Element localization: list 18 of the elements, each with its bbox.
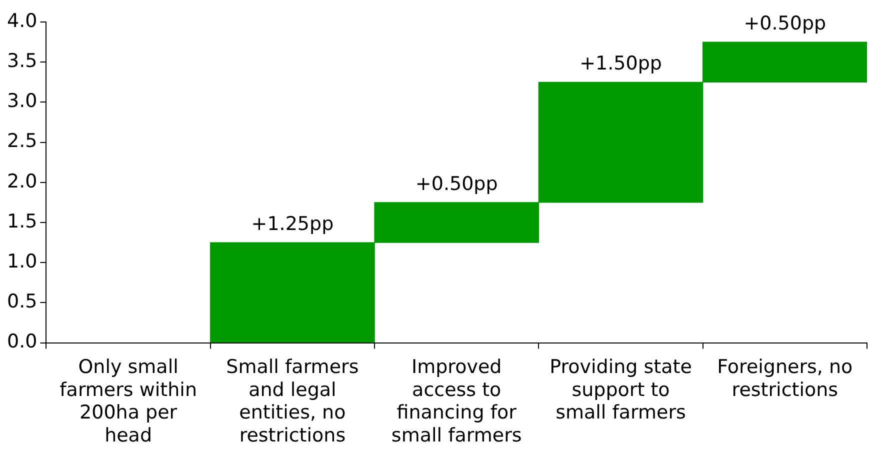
y-tick-label: 2.5: [7, 130, 38, 152]
x-tick-label: Small farmers and legal entities, no restrictions: [226, 356, 359, 447]
y-tick-label: 3.5: [7, 50, 38, 72]
data-label: +1.50pp: [580, 52, 662, 75]
x-tick-label: Only small farmers within 200ha per head: [60, 356, 197, 447]
y-tick-label: 4.0: [7, 10, 38, 32]
y-tick-label: 2.0: [7, 170, 38, 192]
data-label: +0.50pp: [415, 172, 498, 195]
y-tick-label: 0.5: [7, 290, 38, 313]
x-tick-label: Providing state support to small farmers: [550, 356, 692, 424]
y-tick-label: 0.0: [7, 330, 38, 353]
x-tick-label: Foreigners, no restrictions: [717, 356, 853, 401]
y-tick-label: 1.0: [7, 250, 38, 273]
data-label: +0.50pp: [744, 12, 826, 34]
y-tick-label: 1.5: [7, 210, 38, 232]
data-label: +1.25pp: [251, 212, 334, 235]
x-tick-label: Improved access to financing for small farmers: [391, 356, 522, 447]
y-tick-label: 3.0: [7, 90, 38, 112]
